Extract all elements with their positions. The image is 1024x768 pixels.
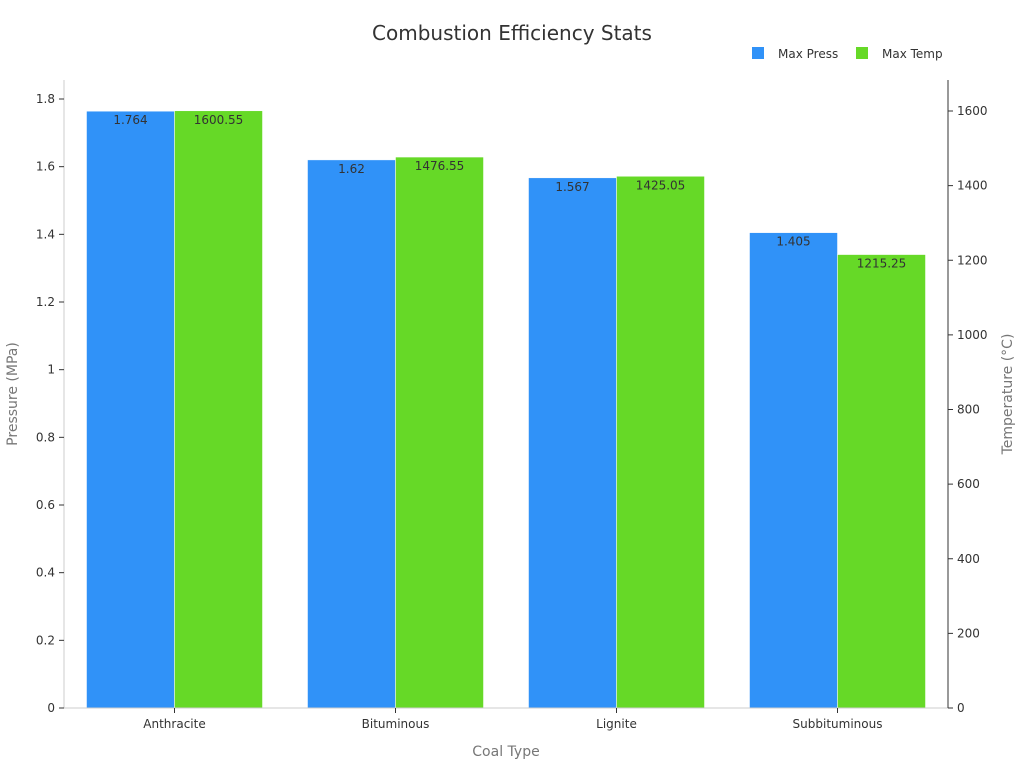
bar-max-temp-anthracite: [174, 110, 263, 709]
data-label-max-press-anthracite: 1.764: [113, 113, 147, 127]
right-tick-label: 1400: [957, 179, 988, 193]
x-tick-label-lignite: Lignite: [596, 717, 637, 731]
x-axis-title: Coal Type: [472, 744, 539, 760]
bar-max-temp-bituminous: [395, 156, 484, 709]
left-tick-label: 0.4: [36, 566, 55, 580]
left-tick-label: 0.8: [36, 430, 55, 444]
left-tick-label: 1.2: [36, 295, 55, 309]
right-tick-label: 400: [957, 552, 980, 566]
left-tick-label: 1.4: [36, 227, 55, 241]
right-tick-label: 1000: [957, 328, 988, 342]
left-axis-title: Pressure (MPa): [5, 342, 21, 446]
data-labels-layer: 1.764 1600.55 1.62 1476.55 1.567 1425.05 1.405…: [113, 113, 906, 271]
x-tick-label-subbituminous: Subbituminous: [793, 717, 883, 731]
right-axis-ticks: 0 200 400 600 800 1000 1200 1400 1600: [948, 104, 988, 715]
legend-swatch-max-press: [752, 47, 764, 59]
right-tick-label: 600: [957, 477, 980, 491]
legend-label-max-press: Max Press: [778, 47, 838, 61]
legend-swatch-max-temp: [856, 47, 868, 59]
data-label-max-press-subbituminous: 1.405: [776, 235, 810, 249]
data-label-max-press-bituminous: 1.62: [338, 162, 365, 176]
data-label-max-press-lignite: 1.567: [555, 180, 589, 194]
bar-max-temp-subbituminous: [837, 254, 926, 709]
left-tick-label: 1.8: [36, 92, 55, 106]
legend-label-max-temp: Max Temp: [882, 47, 943, 61]
left-axis-ticks: 0 0.2 0.4 0.6 0.8 1 1.2 1.4 1.6 1.8: [36, 92, 64, 715]
data-label-max-temp-anthracite: 1600.55: [194, 113, 244, 127]
x-tick-label-anthracite: Anthracite: [143, 717, 205, 731]
right-tick-label: 0: [957, 701, 965, 715]
data-label-max-temp-subbituminous: 1215.25: [857, 257, 907, 271]
left-tick-label: 0.2: [36, 633, 55, 647]
bars-layer: [86, 110, 926, 709]
right-tick-label: 800: [957, 403, 980, 417]
bar-max-temp-lignite: [616, 176, 705, 709]
data-label-max-temp-lignite: 1425.05: [636, 178, 686, 192]
right-tick-label: 1200: [957, 253, 988, 267]
bar-max-press-subbituminous: [749, 232, 838, 709]
x-axis-ticks: Anthracite Bituminous Lignite Subbituminous: [143, 708, 882, 731]
right-tick-label: 200: [957, 626, 980, 640]
x-tick-label-bituminous: Bituminous: [362, 717, 430, 731]
left-tick-label: 1.6: [36, 160, 55, 174]
legend: Max Press Max Temp: [752, 47, 943, 61]
chart-title: Combustion Efficiency Stats: [372, 21, 652, 45]
bar-max-press-anthracite: [86, 110, 175, 709]
left-tick-label: 0.6: [36, 498, 55, 512]
right-tick-label: 1600: [957, 104, 988, 118]
data-label-max-temp-bituminous: 1476.55: [415, 159, 465, 173]
left-tick-label: 1: [47, 363, 55, 377]
right-axis-title: Temperature (°C): [1000, 334, 1016, 456]
bar-max-press-bituminous: [307, 159, 396, 709]
bar-max-press-lignite: [528, 177, 617, 709]
left-tick-label: 0: [47, 701, 55, 715]
